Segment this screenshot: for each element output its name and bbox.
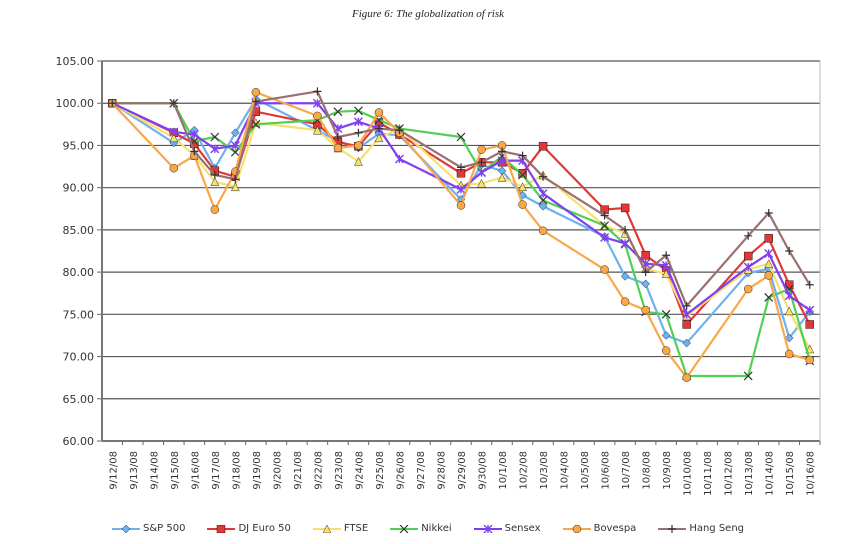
x-tick-label: 9/25/08 bbox=[375, 451, 386, 490]
series-dj-euro-50 bbox=[108, 99, 814, 329]
x-tick-label: 10/9/08 bbox=[662, 451, 673, 490]
legend-label: Hang Seng bbox=[689, 523, 745, 534]
legend-item: DJ Euro 50 bbox=[207, 523, 291, 534]
line-chart: 60.00 65.00 70.00 75.00 80.00 85.00 90.00 95.00… bbox=[56, 55, 821, 496]
legend-item: Nikkei bbox=[390, 523, 452, 534]
y-tick-label: 60.00 bbox=[63, 435, 95, 448]
x-tick-label: 10/8/08 bbox=[642, 451, 653, 490]
y-tick-label: 95.00 bbox=[63, 139, 95, 152]
series-s-p-500 bbox=[107, 94, 815, 348]
x-tick-label: 9/24/08 bbox=[354, 451, 365, 490]
legend-label: Bovespa bbox=[593, 523, 637, 534]
x-tick-label: 10/14/08 bbox=[765, 451, 776, 496]
legend-swatch-icon bbox=[111, 524, 140, 533]
series-sensex bbox=[107, 98, 815, 319]
x-tick-label: 10/4/08 bbox=[560, 451, 571, 490]
legend-label: DJ Euro 50 bbox=[238, 523, 291, 534]
y-axis-ticks: 60.00 65.00 70.00 75.00 80.00 85.00 90.00 95.00… bbox=[56, 55, 95, 448]
x-tick-label: 10/2/08 bbox=[519, 451, 530, 490]
legend-swatch-icon bbox=[473, 524, 502, 533]
y-tick-label: 65.00 bbox=[63, 393, 95, 406]
x-tick-label: 9/22/08 bbox=[313, 451, 324, 490]
legend-swatch-icon bbox=[390, 524, 419, 533]
legend-swatch-icon bbox=[207, 524, 236, 533]
y-tick-label: 75.00 bbox=[63, 308, 95, 321]
legend-item: FTSE bbox=[312, 523, 369, 534]
legend-label: Sensex bbox=[504, 523, 541, 534]
x-tick-label: 10/12/08 bbox=[724, 451, 735, 496]
legend-item: Bovespa bbox=[562, 523, 637, 534]
gridlines bbox=[102, 60, 820, 400]
x-tick-label: 9/21/08 bbox=[293, 451, 304, 490]
x-tick-label: 10/16/08 bbox=[806, 451, 817, 496]
legend: S&P 500 DJ Euro 50 FTSE Nikkei Sensex Bovespa… bbox=[0, 523, 856, 534]
y-tick-label: 90.00 bbox=[63, 182, 95, 195]
series-nikkei bbox=[107, 98, 815, 381]
x-axis-ticks: 9/12/08 9/13/08 9/14/08 9/15/08 9/16/08 9/17/… bbox=[108, 451, 816, 496]
series-hang-seng bbox=[108, 87, 814, 310]
x-tick-label: 10/10/08 bbox=[683, 451, 694, 496]
x-tick-label: 9/15/08 bbox=[170, 451, 181, 490]
x-tick-label: 9/19/08 bbox=[252, 451, 263, 490]
x-tick-label: 10/5/08 bbox=[580, 451, 591, 490]
x-tick-label: 10/1/08 bbox=[498, 451, 509, 490]
y-tick-label: 85.00 bbox=[63, 224, 95, 237]
legend-swatch-icon bbox=[658, 524, 687, 533]
y-tick-label: 70.00 bbox=[63, 351, 95, 364]
x-tick-label: 9/20/08 bbox=[272, 451, 283, 490]
y-tick-label: 100.00 bbox=[56, 97, 95, 110]
figure-title: Figure 6: The globalization of risk bbox=[351, 8, 505, 20]
legend-swatch-icon bbox=[312, 524, 341, 533]
legend-label: S&P 500 bbox=[142, 523, 186, 534]
series-bovespa bbox=[108, 88, 814, 382]
legend-label: Nikkei bbox=[421, 523, 452, 534]
x-tick-label: 10/11/08 bbox=[703, 451, 714, 496]
legend-swatch-icon bbox=[562, 524, 591, 533]
x-tick-label: 9/16/08 bbox=[190, 451, 201, 490]
x-tick-label: 9/23/08 bbox=[334, 451, 345, 490]
x-tick-label: 9/17/08 bbox=[211, 451, 222, 490]
x-tick-label: 10/13/08 bbox=[744, 451, 755, 496]
x-tick-label: 9/13/08 bbox=[129, 451, 140, 490]
x-tick-label: 9/14/08 bbox=[149, 451, 160, 490]
x-tick-label: 10/15/08 bbox=[785, 451, 796, 496]
legend-item: Hang Seng bbox=[658, 523, 744, 534]
x-tick-label: 9/12/08 bbox=[108, 451, 119, 490]
x-tick-label: 10/3/08 bbox=[539, 451, 550, 490]
y-tick-label: 105.00 bbox=[56, 55, 95, 68]
x-tick-label: 9/26/08 bbox=[395, 451, 406, 490]
legend-label: FTSE bbox=[343, 523, 369, 534]
x-tick-label: 9/18/08 bbox=[231, 451, 242, 490]
legend-item: S&P 500 bbox=[111, 523, 186, 534]
data-series bbox=[107, 87, 815, 382]
x-tick-label: 9/28/08 bbox=[436, 451, 447, 490]
legend-item: Sensex bbox=[473, 523, 541, 534]
x-tick-label: 9/29/08 bbox=[457, 451, 468, 490]
x-tick-label: 10/7/08 bbox=[621, 451, 632, 490]
y-tick-label: 80.00 bbox=[63, 266, 95, 279]
x-tick-label: 9/27/08 bbox=[416, 451, 427, 490]
x-tick-label: 9/30/08 bbox=[478, 451, 489, 490]
axes bbox=[97, 60, 821, 445]
x-tick-label: 10/6/08 bbox=[601, 451, 612, 490]
